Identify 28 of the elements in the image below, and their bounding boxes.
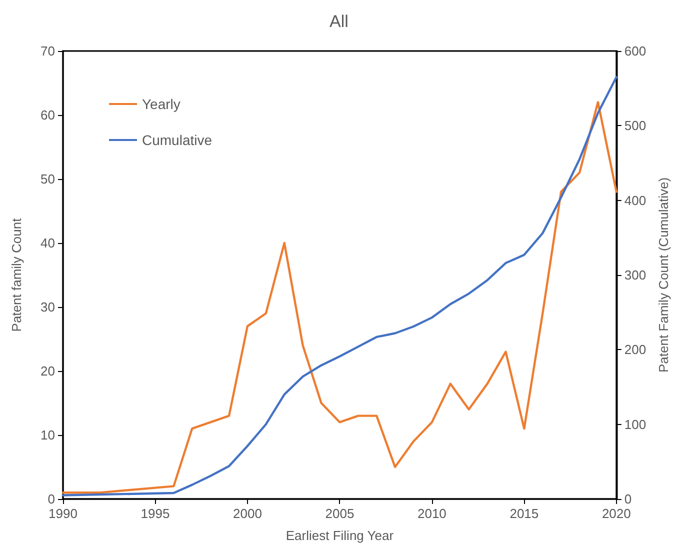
y2-tick-label: 400 — [624, 192, 646, 208]
y2-axis-title: Patent Family Count (Cumulative) — [656, 177, 671, 373]
y-tick-label: 10 — [40, 428, 55, 442]
x-axis-title: Earliest Filing Year — [286, 528, 394, 543]
y-tick-label: 70 — [40, 44, 55, 58]
y-tick-label: 50 — [40, 172, 55, 186]
x-tick-label: 2005 — [325, 506, 354, 521]
legend-label: Yearly — [142, 96, 180, 112]
x-tick-label: 2000 — [233, 506, 262, 521]
y-axis-title: Patent family Count — [9, 218, 24, 332]
y2-tick-label: 600 — [624, 44, 646, 58]
y2-tick-label: 300 — [624, 268, 646, 282]
legend-label: Cumulative — [142, 132, 212, 148]
y-tick-label: 60 — [40, 108, 55, 122]
y-tick-label: 0 — [48, 492, 55, 506]
y2-tick-label: 500 — [624, 118, 646, 134]
y2-tick-label: 100 — [624, 416, 646, 432]
x-tick-label: 2015 — [510, 506, 539, 521]
y-tick-label: 40 — [40, 236, 55, 250]
y-tick-label: 20 — [40, 364, 55, 378]
x-tick-label: 2020 — [602, 506, 631, 521]
x-tick-label: 2010 — [417, 506, 446, 521]
y-tick-label: 30 — [40, 300, 55, 314]
x-tick-label: 1995 — [140, 506, 170, 521]
chart-title: All — [330, 12, 348, 31]
y2-tick-label: 200 — [624, 342, 646, 358]
x-tick-label: 1990 — [48, 506, 78, 521]
y2-tick-label: 0 — [624, 492, 632, 506]
